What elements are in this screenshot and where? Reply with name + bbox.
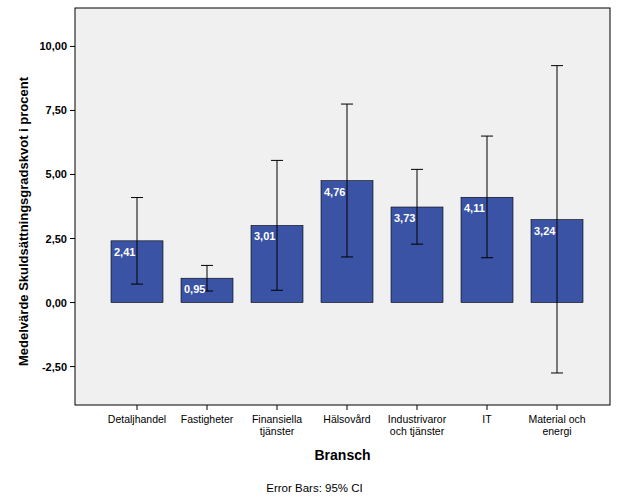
y-tick (70, 174, 75, 175)
x-tick-label: IT (482, 413, 492, 425)
y-axis-title: Medelvärde Skuldsättningsgradskvot i pro… (16, 76, 31, 366)
data-label: 0,95 (184, 283, 205, 295)
error-bar-stem (347, 104, 348, 257)
error-bar (551, 66, 563, 373)
x-tick-label-line: Hälsovård (323, 413, 370, 425)
error-bar-cap (551, 65, 563, 66)
x-tick (347, 405, 348, 410)
error-bar-cap (201, 265, 213, 266)
x-tick-label-line: Industrivaror (388, 413, 447, 425)
y-tick (70, 46, 75, 47)
y-tick-label: 5,00 (46, 168, 67, 180)
x-tick-label: Industrivaroroch tjänster (388, 413, 447, 437)
data-label: 3,73 (394, 212, 415, 224)
data-label: 4,11 (464, 202, 485, 214)
y-tick-label: -2,50 (42, 361, 67, 373)
x-tick-label-line: Finansiella (252, 413, 302, 425)
error-bar-cap (271, 290, 283, 291)
x-tick (207, 405, 208, 410)
error-bar (131, 198, 143, 285)
data-label: 3,24 (534, 225, 556, 237)
x-tick-label-line: Fastigheter (181, 413, 234, 425)
x-tick-label: Hälsovård (323, 413, 370, 425)
y-tick (70, 302, 75, 303)
chart-container: -2,50 0,00 2,50 5,00 7,50 10,00 2,41 0,95 3,01 4,… (0, 0, 629, 504)
error-bar-cap (411, 244, 423, 245)
bars-group (111, 66, 583, 373)
error-bar (271, 160, 283, 290)
x-tick-label-line: Material och (528, 413, 585, 425)
annotation: Error Bars: 95% CI (266, 482, 363, 494)
y-tick (70, 366, 75, 367)
error-bar (411, 169, 423, 244)
x-tick-label: Finansiellatjänster (252, 413, 302, 437)
x-axis-title: Bransch (314, 447, 370, 463)
x-tick-label: Material ochenergi (528, 413, 585, 437)
y-tick (70, 238, 75, 239)
error-bar-stem (487, 136, 488, 258)
error-bar-stem (277, 160, 278, 290)
x-tick (277, 405, 278, 410)
error-bar-stem (137, 198, 138, 285)
error-bar-cap (271, 160, 283, 161)
data-label: 3,01 (254, 230, 275, 242)
x-tick-label-line: och tjänster (390, 425, 445, 437)
error-bar (481, 136, 493, 258)
data-label: 2,41 (114, 246, 135, 258)
plot-frame (75, 8, 610, 405)
x-tick-label-line: Detaljhandel (108, 413, 166, 425)
y-tick-label: 7,50 (46, 104, 67, 116)
x-tick-label: Fastigheter (181, 413, 234, 425)
error-bar-stem (417, 169, 418, 244)
error-bar-cap (131, 197, 143, 198)
x-tick-label-line: IT (482, 413, 492, 425)
y-tick-label: 0,00 (46, 297, 67, 309)
y-tick (70, 110, 75, 111)
x-tick (137, 405, 138, 410)
error-bar-stem (557, 66, 558, 373)
error-bar-stem (207, 265, 208, 291)
error-bar-cap (341, 256, 353, 257)
x-tick (557, 405, 558, 410)
error-bar (341, 104, 353, 257)
y-tick-label: 10,00 (39, 40, 67, 52)
error-bar-cap (411, 169, 423, 170)
x-tick (487, 405, 488, 410)
plot-background (75, 8, 610, 405)
x-tick-label-line: energi (542, 425, 571, 437)
x-tick (417, 405, 418, 410)
error-bar-cap (551, 372, 563, 373)
x-tick-label: Detaljhandel (108, 413, 166, 425)
error-bar-cap (481, 136, 493, 137)
data-label: 4,76 (324, 186, 345, 198)
error-bar-cap (131, 284, 143, 285)
error-bar-cap (341, 104, 353, 105)
error-bar-cap (481, 257, 493, 258)
x-tick-label-line: tjänster (260, 425, 295, 437)
chart-svg: -2,50 0,00 2,50 5,00 7,50 10,00 2,41 0,95 3,01 4,… (0, 0, 629, 504)
y-tick-label: 2,50 (46, 233, 67, 245)
